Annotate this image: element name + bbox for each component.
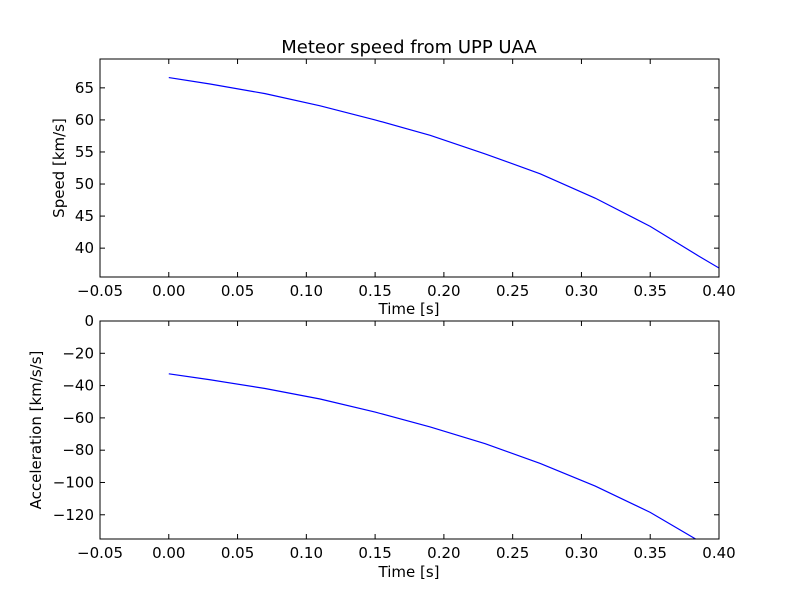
acceleration-plot-x-tick-label: 0.05 [221, 544, 254, 562]
acceleration-plot-x-tick-label: 0.40 [702, 544, 735, 562]
speed-plot-y-tick-label: 60 [75, 111, 94, 129]
speed-plot-x-tick-label: 0.00 [152, 282, 185, 300]
speed-plot-x-tick-label: −0.05 [77, 282, 123, 300]
speed-plot-y-axis-label: Speed [km/s] [50, 118, 68, 218]
acceleration-plot-x-tick-label: 0.35 [634, 544, 667, 562]
acceleration-plot-x-tick-label: 0.25 [496, 544, 529, 562]
speed-plot-x-tick-label: 0.10 [290, 282, 323, 300]
acceleration-plot-x-tick-label: −0.05 [77, 544, 123, 562]
speed-plot-y-tick-label: 40 [75, 239, 94, 257]
acceleration-plot-x-tick-label: 0.20 [427, 544, 460, 562]
speed-plot-x-tick-label: 0.05 [221, 282, 254, 300]
speed-plot-x-tick-label: 0.30 [565, 282, 598, 300]
acceleration-plot-x-axis-label: Time [s] [378, 563, 440, 581]
chart-title: Meteor speed from UPP UAA [281, 37, 537, 58]
acceleration-plot-y-tick-label: −40 [62, 377, 94, 395]
acceleration-plot-frame [99, 320, 720, 540]
speed-plot-x-tick-label: 0.15 [358, 282, 391, 300]
acceleration-plot-y-tick-label: −80 [62, 441, 94, 459]
speed-plot-x-axis-label: Time [s] [378, 300, 440, 318]
acceleration-plot-x-tick-label: 0.30 [565, 544, 598, 562]
acceleration-plot-x-tick-label: 0.15 [358, 544, 391, 562]
speed-plot-y-tick-label: 45 [75, 207, 94, 225]
speed-plot-y-tick-label: 55 [75, 143, 94, 161]
speed-plot-series-line [168, 76, 719, 269]
acceleration-plot-y-tick-label: −120 [53, 506, 94, 524]
acceleration-plot-x-tick-label: 0.00 [152, 544, 185, 562]
acceleration-plot-y-tick-label: −60 [62, 409, 94, 427]
speed-plot-x-tick-label: 0.35 [634, 282, 667, 300]
acceleration-plot-y-tick-label: 0 [84, 312, 94, 330]
speed-plot-x-tick-label: 0.20 [427, 282, 460, 300]
speed-plot-frame [99, 58, 720, 278]
acceleration-plot-y-tick-label: −100 [53, 473, 94, 491]
speed-plot-y-tick-label: 65 [75, 79, 94, 97]
acceleration-plot: Time [s] Acceleration [km/s/s] −0.05 0.00… [27, 312, 736, 581]
speed-plot-y-tick-label: 50 [75, 175, 94, 193]
speed-plot-x-tick-label: 0.25 [496, 282, 529, 300]
speed-plot: Time [s] Speed [km/s] −0.05 0.00 0.05 0.10 0… [50, 58, 736, 318]
acceleration-plot-y-tick-label: −20 [62, 344, 94, 362]
acceleration-plot-series-line [168, 373, 696, 539]
acceleration-plot-y-axis-label: Acceleration [km/s/s] [27, 351, 45, 510]
acceleration-plot-x-tick-label: 0.10 [290, 544, 323, 562]
speed-plot-x-tick-label: 0.40 [702, 282, 735, 300]
